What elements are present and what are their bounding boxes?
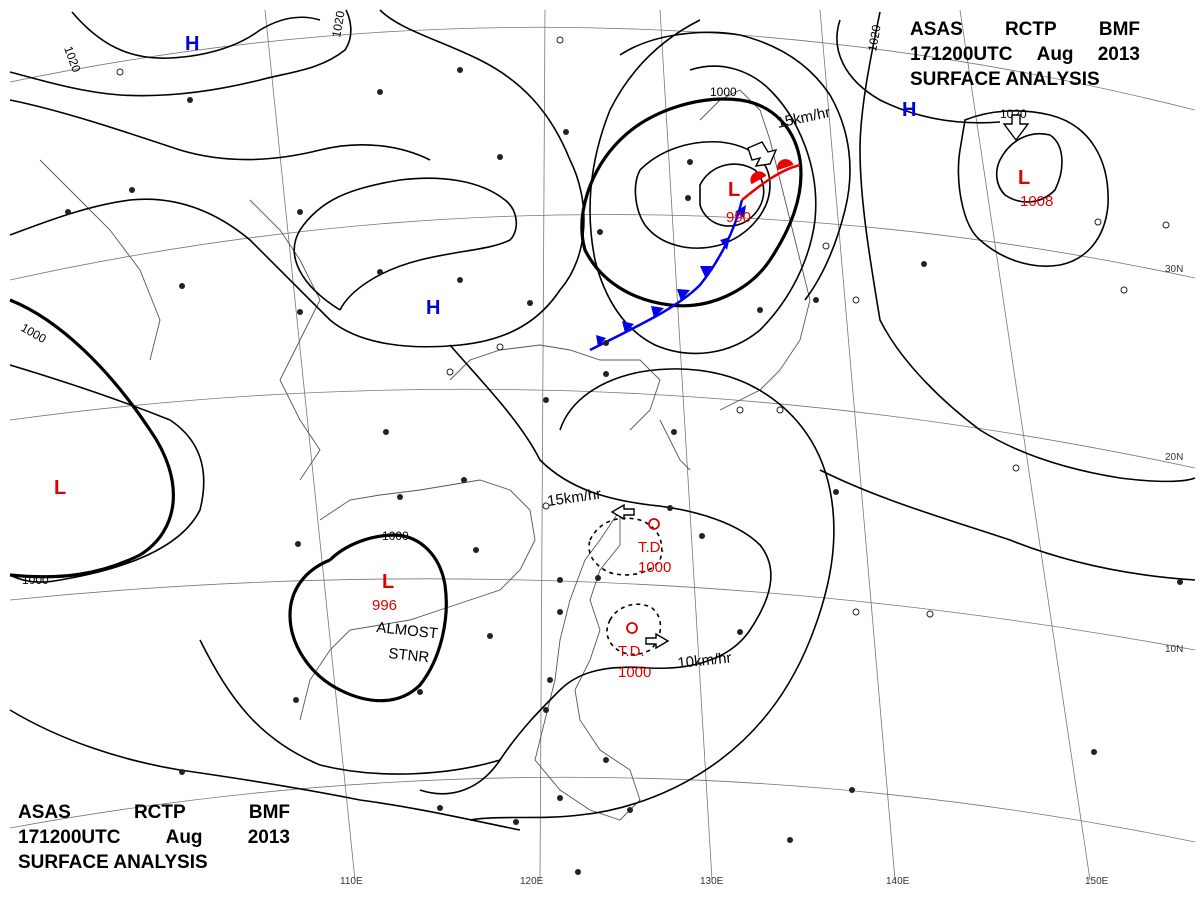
header-line-2: 171200UTC Aug 2013 — [18, 825, 290, 850]
high-pressure-label: H — [185, 33, 199, 55]
pressure-systems: H H H L 990 L 1008 L L 996 — [54, 33, 1053, 614]
isobar — [199, 639, 501, 775]
isobar-label: 1000 — [710, 85, 737, 99]
td-label: T.D. — [618, 643, 645, 660]
isobar — [619, 31, 851, 301]
isobars — [9, 9, 1196, 831]
header-month: Aug — [165, 827, 203, 848]
lat-label-20n: 20N — [1165, 452, 1183, 463]
lon-label-150e: 150E — [1085, 876, 1109, 887]
isobar — [469, 368, 835, 821]
isobar — [293, 177, 518, 311]
header-time: 171200UTC — [18, 827, 121, 848]
isobar-label: 1020 — [329, 9, 347, 38]
header-line-2: 171200UTC Aug 2013 — [910, 42, 1140, 67]
lon-label-120e: 120E — [520, 876, 544, 887]
motion-arrows — [610, 114, 1030, 650]
isobar — [9, 9, 585, 348]
td-motion-label: 10km/hr — [677, 649, 733, 672]
chart-header-bottom-left: ASAS RCTP BMF 171200UTC Aug 2013 SURFACE… — [18, 800, 290, 875]
header-line-3: SURFACE ANALYSIS — [18, 850, 290, 875]
high-pressure-label: H — [426, 297, 440, 319]
header-time: 171200UTC — [910, 44, 1013, 65]
isobar — [288, 533, 448, 703]
lon-label-130e: 130E — [700, 876, 724, 887]
isobar — [699, 163, 765, 227]
lat-label-10n: 10N — [1165, 644, 1183, 655]
isobar — [419, 344, 772, 795]
header-agency: ASAS — [910, 19, 963, 40]
isobar — [9, 709, 521, 831]
header-month: Aug — [1036, 44, 1074, 65]
chart-header-top-right: ASAS RCTP BMF 171200UTC Aug 2013 SURFACE… — [910, 17, 1140, 92]
stationary-label-line1: ALMOST — [376, 619, 439, 642]
header-line-1: ASAS RCTP BMF — [910, 17, 1140, 42]
header-product: BMF — [1098, 19, 1140, 40]
isobar — [819, 469, 1196, 581]
warm-front — [741, 159, 801, 201]
header-year: 2013 — [247, 827, 290, 848]
station-plots — [65, 36, 1183, 875]
low-pressure-label: L — [382, 571, 394, 593]
stationary-label-line2: STNR — [388, 645, 431, 666]
td-label: T.D. — [638, 539, 665, 556]
header-product: BMF — [248, 802, 290, 823]
td-center-icon — [626, 622, 638, 634]
isobar — [957, 110, 1109, 267]
isobar — [9, 99, 431, 161]
header-title: SURFACE ANALYSIS — [18, 852, 208, 873]
header-line-1: ASAS RCTP BMF — [18, 800, 290, 825]
low-pressure-label: L — [54, 477, 66, 499]
td-center-icon — [648, 518, 660, 530]
low-pressure-value: 996 — [372, 597, 397, 614]
isobar-label: 1020 — [865, 23, 883, 52]
td-pressure-value: 1000 — [618, 664, 651, 681]
isobar — [634, 140, 771, 249]
header-title: SURFACE ANALYSIS — [910, 69, 1100, 90]
isobar — [589, 19, 817, 355]
low-pressure-value: 1008 — [1020, 193, 1053, 210]
isobar — [859, 11, 1196, 483]
isobar-label: 1000 — [382, 529, 409, 543]
isobar — [71, 11, 321, 59]
isobar — [9, 364, 205, 583]
lon-label-140e: 140E — [886, 876, 910, 887]
header-year: 2013 — [1097, 44, 1140, 65]
lat-label-30n: 30N — [1165, 264, 1183, 275]
low-pressure-label: L — [728, 179, 740, 201]
header-station: RCTP — [1004, 19, 1057, 40]
header-line-3: SURFACE ANALYSIS — [910, 67, 1140, 92]
isobar — [995, 133, 1063, 203]
low-pressure-label: L — [1018, 167, 1030, 189]
header-agency: ASAS — [18, 802, 71, 823]
td-pressure-value: 1000 — [638, 559, 671, 576]
high-pressure-label: H — [902, 99, 916, 121]
grid-labels: 110E 120E 130E 140E 150E 30N 20N 10N — [340, 264, 1183, 887]
isobar — [9, 9, 352, 97]
low-pressure-value: 990 — [726, 209, 751, 226]
isobar — [9, 298, 175, 579]
lon-label-110e: 110E — [340, 876, 363, 887]
isobar — [580, 97, 803, 308]
tropical-depression-2: T.D. 1000 10km/hr — [618, 622, 733, 681]
isobar-label: 1000 — [22, 573, 49, 587]
isobar — [606, 603, 662, 656]
header-station: RCTP — [133, 802, 186, 823]
cold-front — [589, 199, 746, 352]
